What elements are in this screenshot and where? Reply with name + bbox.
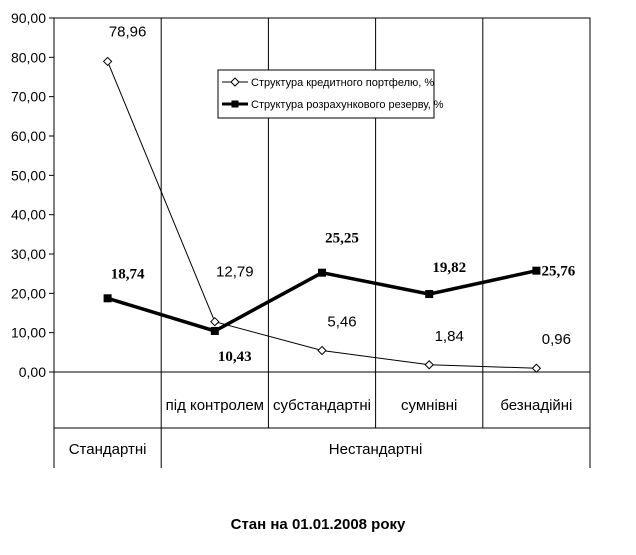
category-label: під контролем (166, 397, 264, 414)
category-label: субстандартні (273, 397, 371, 414)
legend-marker-series-1 (230, 77, 240, 87)
data-label-credit-portfolio: 0,96 (542, 331, 571, 348)
y-axis-ticks: 0,00 10,00 20,00 30,00 40,00 50,00 60,00 70,00 8… (11, 10, 46, 380)
y-tick-label: 40,00 (11, 207, 46, 223)
category-label: сумнівні (401, 397, 457, 414)
y-tick-label: 90,00 (11, 10, 46, 26)
data-label-credit-portfolio: 5,46 (327, 314, 356, 331)
point-credit-portfolio (210, 316, 220, 327)
data-label-reserve: 25,76 (542, 264, 576, 280)
data-label-reserve: 19,82 (432, 260, 466, 276)
point-reserve (210, 326, 219, 335)
category-label: безнадійні (500, 397, 572, 414)
y-tick-label: 70,00 (11, 89, 46, 105)
legend: Структура кредитного портфелю, % Структу… (217, 69, 444, 119)
point-reserve (425, 290, 434, 299)
line-chart: 0,00 10,00 20,00 30,00 40,00 50,00 60,00 70,00 8… (11, 10, 591, 468)
group-label: Стандартні (69, 441, 147, 458)
point-credit-portfolio (317, 345, 327, 356)
category-labels: під контролем субстандартні сумнівні безнад… (69, 397, 573, 458)
y-tick-label: 60,00 (11, 128, 46, 144)
y-tick-label: 20,00 (11, 285, 46, 301)
y-tick-label: 10,00 (11, 325, 46, 341)
series-line-reserve (107, 268, 537, 333)
data-label-reserve: 25,25 (325, 231, 359, 247)
point-credit-portfolio (102, 56, 113, 67)
legend-label-series-2: Структура розрахункового резерву, % (251, 99, 444, 111)
data-label-credit-portfolio: 1,84 (435, 328, 464, 345)
y-tick-label: 50,00 (11, 167, 46, 183)
legend-box (217, 69, 435, 119)
y-tick-label: 0,00 (19, 364, 46, 380)
point-reserve (318, 268, 326, 277)
chart-series: 78,96 12,79 5,46 1,84 0,96 18,74 10,43 25,25 19,… (102, 23, 576, 373)
chart-caption: Стан на 01.01.2008 року (230, 516, 406, 533)
point-credit-portfolio (424, 360, 434, 370)
data-label-credit-portfolio: 12,79 (216, 264, 254, 281)
plot-frame (53, 17, 591, 373)
y-tick-label: 80,00 (11, 49, 46, 65)
point-credit-portfolio (531, 363, 542, 373)
y-tick-label: 30,00 (11, 246, 46, 262)
legend-marker-series-2 (231, 100, 239, 108)
point-reserve (532, 266, 541, 275)
legend-label-series-1: Структура кредитного портфелю, % (251, 77, 434, 89)
data-label-credit-portfolio: 78,96 (109, 23, 147, 40)
data-label-reserve: 10,43 (218, 349, 252, 365)
point-reserve (103, 294, 112, 303)
group-label: Нестандартні (329, 441, 423, 458)
data-label-reserve: 18,74 (111, 266, 145, 282)
